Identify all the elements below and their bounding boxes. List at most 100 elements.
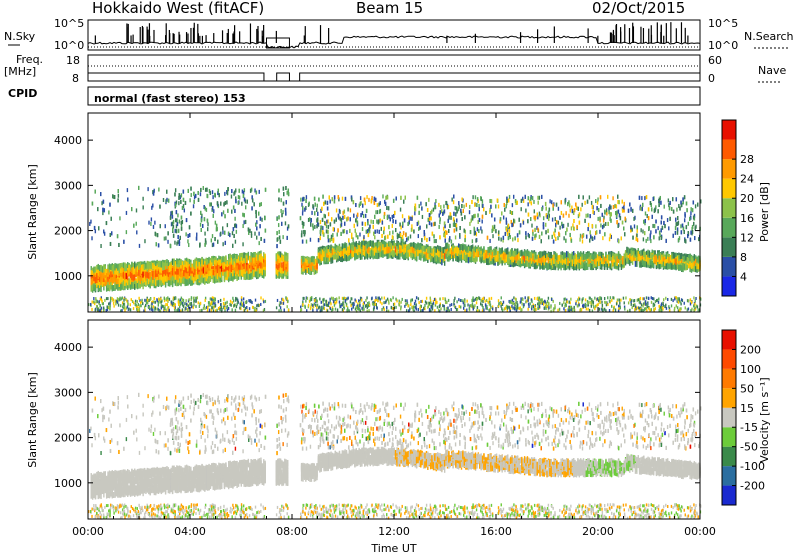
power-cell: [631, 250, 632, 256]
power-cell: [106, 286, 107, 292]
power-cell: [163, 276, 164, 282]
power-cell: [149, 263, 150, 269]
power-cell: [673, 253, 674, 259]
power-cell: [412, 247, 413, 253]
power-cell: [117, 284, 118, 290]
power-cell: [229, 262, 230, 268]
power-cell: [482, 256, 483, 262]
power-cell: [628, 248, 629, 254]
power-cell: [227, 261, 228, 267]
power-cell: [375, 246, 376, 252]
power-cell: [583, 263, 584, 269]
power-cell: [486, 258, 487, 264]
power-cell: [154, 279, 155, 285]
power-cell: [674, 253, 675, 259]
power-cell: [166, 276, 167, 282]
power-cell: [133, 267, 134, 273]
power-cell: [689, 262, 690, 268]
power-cell: [649, 250, 650, 256]
power-cell: [695, 266, 696, 272]
power-cell: [385, 247, 386, 253]
power-cell: [192, 265, 193, 271]
noise-scale-bottom-right: 10^0: [708, 39, 738, 52]
power-cell: [441, 251, 442, 257]
power-cell: [148, 264, 149, 270]
power-cell: [169, 266, 170, 272]
power-cell: [137, 266, 138, 272]
power-cell: [622, 258, 623, 264]
power-cell: [260, 263, 261, 269]
power-cell: [329, 254, 330, 260]
power-cell: [487, 247, 488, 253]
power-cell: [424, 254, 425, 260]
power-cell: [469, 251, 470, 257]
power-cell: [364, 241, 365, 247]
power-cell: [183, 265, 184, 271]
power-cell: [441, 259, 442, 265]
power-cell: [326, 247, 327, 253]
power-cell: [492, 258, 493, 264]
power-cell: [378, 241, 379, 247]
power-cell: [409, 249, 410, 255]
noise-scale-top-right: 10^5: [708, 17, 738, 30]
power-cell: [193, 267, 194, 273]
power-cell: [602, 256, 603, 262]
power-cell: [608, 260, 609, 266]
power-cell: [208, 277, 209, 283]
power-cell: [643, 251, 644, 257]
power-cell: [653, 257, 654, 263]
power-cell: [280, 257, 281, 263]
power-cell: [422, 252, 423, 258]
power-cell: [604, 264, 605, 270]
power-cell: [618, 264, 619, 270]
power-cell: [458, 248, 459, 254]
frequency-line: [88, 73, 264, 81]
power-cell: [437, 256, 438, 262]
power-cell: [158, 274, 159, 280]
power-cell: [480, 257, 481, 263]
power-cell: [336, 247, 337, 253]
power-cell: [342, 243, 343, 249]
power-cell: [201, 260, 202, 266]
power-cell: [224, 272, 225, 278]
power-cell: [570, 255, 571, 261]
power-cell: [259, 255, 260, 261]
power-cell: [135, 282, 136, 288]
power-cell: [141, 281, 142, 287]
power-cell: [260, 254, 261, 260]
power-cell: [287, 266, 288, 272]
power-cell: [93, 275, 94, 281]
power-cell: [650, 259, 651, 265]
power-cell: [243, 274, 244, 280]
power-cell: [479, 249, 480, 255]
power-cell: [204, 270, 205, 276]
power-cell: [563, 254, 564, 260]
power-cell: [117, 279, 118, 285]
power-cell: [501, 260, 502, 266]
power-cell: [661, 258, 662, 264]
power-cell: [131, 267, 132, 273]
power-cell: [172, 259, 173, 265]
power-cell: [162, 277, 163, 283]
power-cell: [471, 257, 472, 263]
power-cell: [525, 261, 526, 267]
power-cell: [363, 245, 364, 251]
power-cell: [336, 255, 337, 261]
power-cell: [218, 259, 219, 265]
power-cell: [368, 247, 369, 253]
power-cell: [250, 262, 251, 268]
power-cell: [238, 264, 239, 270]
power-cell: [109, 285, 110, 291]
power-cell: [639, 255, 640, 261]
power-cell: [112, 277, 113, 283]
power-cell: [165, 282, 166, 288]
power-cell: [372, 241, 373, 247]
power-cell: [203, 278, 204, 284]
power-cell: [614, 262, 615, 268]
power-cell: [257, 254, 258, 260]
power-cell: [351, 245, 352, 251]
power-cell: [510, 251, 511, 257]
power-cell: [436, 255, 437, 261]
power-cell: [194, 269, 195, 275]
power-cell: [186, 261, 187, 267]
